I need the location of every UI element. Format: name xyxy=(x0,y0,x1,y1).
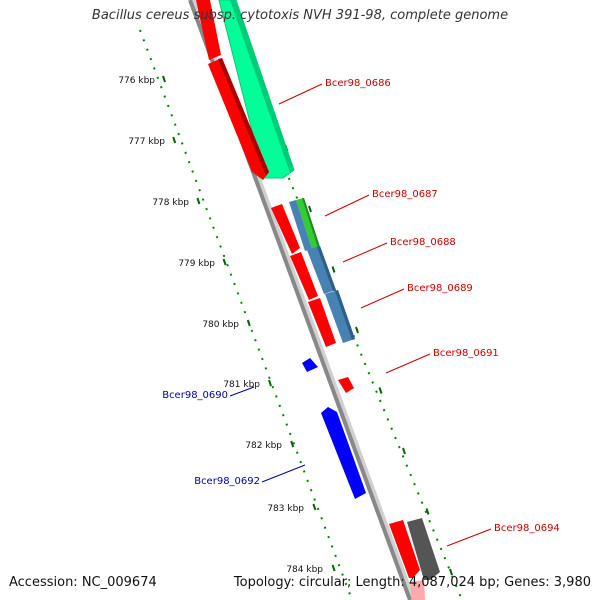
gene-leader-line xyxy=(261,464,306,483)
gene-feature-red-4[interactable] xyxy=(389,520,420,578)
gene-feature-red-1[interactable] xyxy=(271,204,300,254)
gene-feature-0687-shade xyxy=(302,198,320,248)
tick-label: 783 kbp xyxy=(267,504,304,514)
major-tick xyxy=(196,197,201,205)
accession-text: Accession: NC_009674 xyxy=(9,575,157,590)
gene-feature-0687-bluegray[interactable] xyxy=(289,200,312,251)
gene-feature-0686-b-shade xyxy=(218,58,269,176)
major-tick xyxy=(312,503,317,511)
tick-label: 779 kbp xyxy=(178,259,215,269)
gene-label[interactable]: Bcer98_0688 xyxy=(390,237,456,248)
gene-leader-line xyxy=(278,83,323,105)
outer-major-tick xyxy=(308,205,312,213)
gene-labels: 776 kbp 777 kbp 778 kbp 779 kbp 780 kbp 781 k… xyxy=(118,76,559,575)
gene-feature-0692[interactable] xyxy=(321,407,366,499)
gene-feature-red-3[interactable] xyxy=(308,298,336,347)
gene-leader-line xyxy=(324,194,370,217)
tick-label: 780 kbp xyxy=(202,320,239,330)
gene-leader-line xyxy=(342,242,388,263)
major-tick xyxy=(331,564,336,572)
gene-feature-0691[interactable] xyxy=(338,377,354,393)
gene-feature-0688-shade xyxy=(317,246,336,291)
gene-leader-line xyxy=(385,353,431,374)
outer-major-tick xyxy=(402,447,406,455)
gene-label[interactable]: Bcer98_0692 xyxy=(194,476,260,487)
major-tick xyxy=(222,258,227,266)
gene-feature-0687[interactable] xyxy=(296,198,320,249)
major-tick xyxy=(268,379,272,387)
inner-tick-track xyxy=(139,29,353,600)
gene-label[interactable]: Bcer98_0690 xyxy=(162,390,228,401)
gene-label[interactable]: Bcer98_0691 xyxy=(433,348,499,359)
tick-label: 776 kbp xyxy=(118,76,155,86)
tick-label: 782 kbp xyxy=(245,441,282,451)
genome-title: Bacillus cereus subsp. cytotoxis NVH 391… xyxy=(91,8,509,23)
major-ticks xyxy=(162,75,336,572)
tick-label: 778 kbp xyxy=(152,198,189,208)
gene-label[interactable]: Bcer98_0686 xyxy=(325,78,391,89)
gene-label[interactable]: Bcer98_0689 xyxy=(407,283,473,294)
gene-feature-0686-b[interactable] xyxy=(208,58,269,180)
major-tick xyxy=(290,440,295,448)
gene-feature-0686[interactable] xyxy=(196,0,221,60)
gene-leader-line xyxy=(229,386,255,397)
outer-major-tick xyxy=(355,326,359,334)
outer-major-tick xyxy=(425,508,430,515)
major-tick xyxy=(162,75,166,83)
major-tick xyxy=(172,136,177,144)
tick-label: 784 kbp xyxy=(286,565,323,575)
outer-major-tick xyxy=(449,568,453,576)
gene-leader-line xyxy=(446,528,492,547)
gene-feature-0694-pink xyxy=(410,580,425,600)
gene-feature-0688[interactable] xyxy=(307,246,336,294)
gene-leader-line xyxy=(360,288,405,309)
tick-label: 781 kbp xyxy=(223,380,260,390)
outer-major-tick xyxy=(331,266,336,273)
gene-feature-red-2[interactable] xyxy=(290,252,318,300)
gene-label[interactable]: Bcer98_0687 xyxy=(372,189,438,200)
gene-feature-0689[interactable] xyxy=(325,290,355,343)
gene-feature-0690[interactable] xyxy=(302,358,318,372)
gene-feature-0689-shade xyxy=(335,290,355,340)
gene-feature-0694[interactable] xyxy=(407,518,440,580)
major-tick xyxy=(246,319,251,327)
gene-feature-0686-rna-shade xyxy=(230,0,294,173)
tick-label: 777 kbp xyxy=(128,137,165,147)
genome-summary-text: Topology: circular; Length: 4,087,024 bp… xyxy=(233,575,591,590)
gene-label[interactable]: Bcer98_0694 xyxy=(494,523,560,534)
outer-major-tick xyxy=(378,387,383,394)
